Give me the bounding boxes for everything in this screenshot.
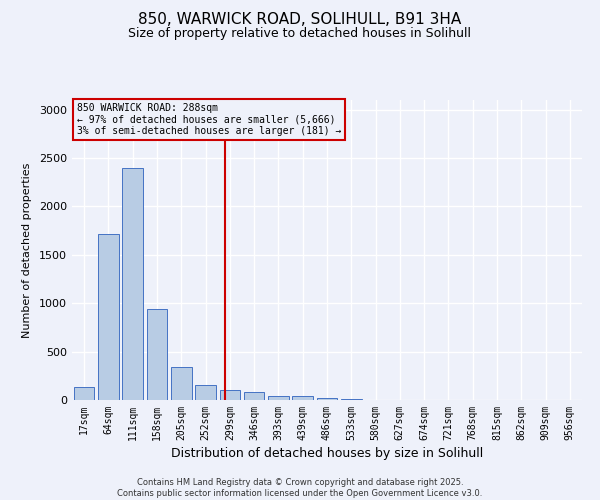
Bar [292, 396, 313, 400]
Bar [220, 390, 240, 400]
Bar [74, 388, 94, 400]
Bar [317, 398, 337, 400]
Bar [195, 384, 216, 400]
Text: 850 WARWICK ROAD: 288sqm
← 97% of detached houses are smaller (5,666)
3% of semi: 850 WARWICK ROAD: 288sqm ← 97% of detach… [77, 103, 341, 136]
Text: 850, WARWICK ROAD, SOLIHULL, B91 3HA: 850, WARWICK ROAD, SOLIHULL, B91 3HA [139, 12, 461, 28]
Bar [268, 396, 289, 400]
Bar [244, 392, 265, 400]
X-axis label: Distribution of detached houses by size in Solihull: Distribution of detached houses by size … [171, 447, 483, 460]
Bar [171, 367, 191, 400]
Bar [98, 234, 119, 400]
Text: Size of property relative to detached houses in Solihull: Size of property relative to detached ho… [128, 28, 472, 40]
Bar [146, 309, 167, 400]
Bar [341, 399, 362, 400]
Text: Contains HM Land Registry data © Crown copyright and database right 2025.
Contai: Contains HM Land Registry data © Crown c… [118, 478, 482, 498]
Y-axis label: Number of detached properties: Number of detached properties [22, 162, 32, 338]
Bar [122, 168, 143, 400]
